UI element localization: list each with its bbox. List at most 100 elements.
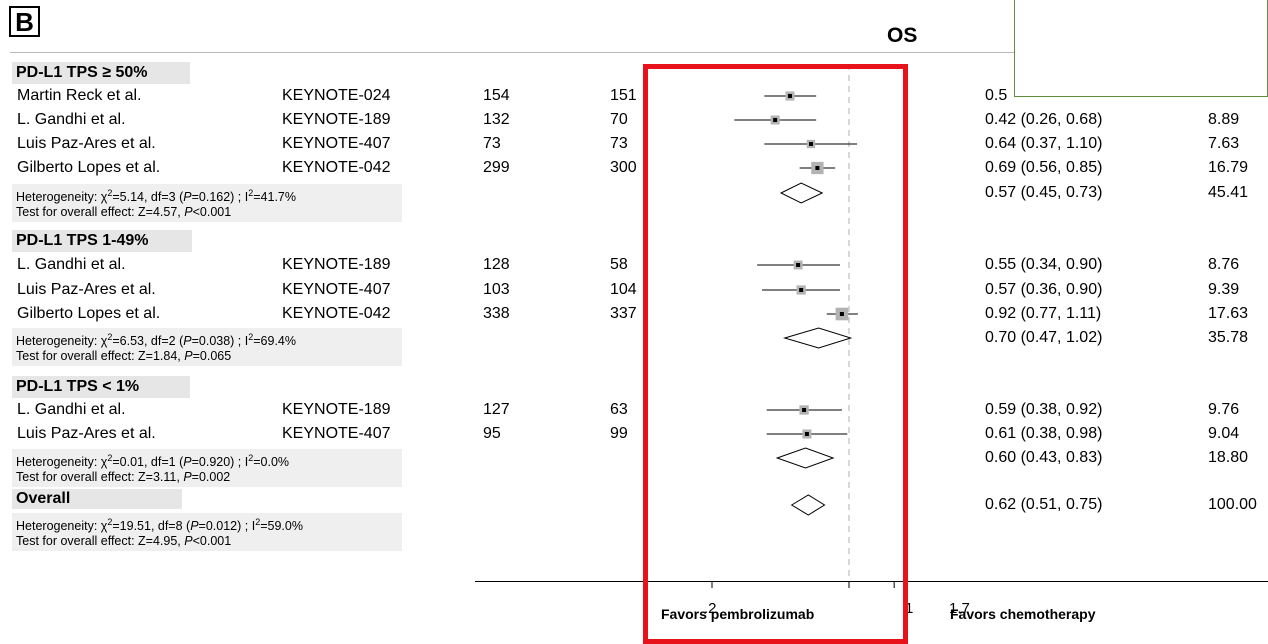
summary-weight: 45.41 — [1208, 184, 1249, 201]
het-text-part: 2 — [107, 453, 113, 463]
study-n-treatment: 132 — [483, 111, 510, 128]
study-author: Gilberto Lopes et al. — [17, 305, 161, 322]
point-estimate — [839, 312, 844, 316]
study-weight: 9.39 — [1208, 281, 1240, 298]
subgroup-header-0: PD-L1 TPS ≥ 50% — [12, 62, 190, 84]
het-text-part: =59.0% — [260, 519, 303, 534]
chart-title: OS — [887, 24, 918, 47]
study-weight: 8.89 — [1208, 111, 1240, 128]
het-text-part: Heterogeneity: χ — [16, 519, 108, 534]
study-hr-ci: 0.57 (0.36, 0.90) — [985, 281, 1103, 298]
point-estimate — [787, 94, 792, 98]
summary-diamond — [779, 182, 824, 204]
study-author: Luis Paz-Ares et al. — [17, 281, 156, 298]
study-n-control: 104 — [610, 281, 637, 298]
het-text-part: 2 — [107, 517, 113, 527]
heterogeneity-block-2: Heterogeneity: χ2=0.01, df=1 (P=0.920) ;… — [12, 449, 402, 488]
study-n-treatment: 95 — [483, 425, 501, 442]
point-estimate — [802, 408, 807, 412]
study-weight: 9.76 — [1208, 401, 1240, 418]
overall-weight: 100.00 — [1208, 496, 1257, 513]
overall-effect-line: Test for overall effect: Z=1.84, P=0.065 — [16, 349, 398, 364]
het-text-part: Heterogeneity: χ — [16, 455, 108, 470]
het-text-part: Test for overall effect: Z=4.95, — [16, 534, 185, 549]
het-text-part: <0.001 — [192, 534, 232, 549]
het-text-part: P — [184, 205, 193, 220]
overall-hr-ci: 0.62 (0.51, 0.75) — [985, 496, 1103, 513]
heterogeneity-block-overall: Heterogeneity: χ2=19.51, df=8 (P=0.012) … — [12, 513, 402, 552]
subgroup-header-2: PD-L1 TPS < 1% — [12, 376, 190, 398]
het-text-part: 2 — [248, 332, 254, 342]
study-author: L. Gandhi et al. — [17, 256, 126, 273]
het-text-part: P — [184, 349, 193, 364]
study-author: Luis Paz-Ares et al. — [17, 425, 156, 442]
heterogeneity-line: Heterogeneity: χ2=6.53, df=2 (P=0.038) ;… — [16, 330, 398, 349]
het-text-part: =0.012) ; I — [198, 519, 256, 534]
het-text-part: 2 — [107, 332, 113, 342]
point-estimate — [804, 432, 809, 436]
point-estimate — [773, 118, 778, 122]
study-n-treatment: 103 — [483, 281, 510, 298]
study-hr-ci: 0.92 (0.77, 1.11) — [985, 305, 1102, 322]
het-text-part: Test for overall effect: Z=3.11, — [16, 470, 184, 485]
study-weight: 17.63 — [1208, 305, 1249, 322]
overall-diamond — [790, 494, 826, 516]
favors-left-label: Favors pembrolizumab — [661, 606, 815, 622]
het-text-part: P — [183, 190, 192, 205]
study-hr-ci: 0.64 (0.37, 1.10) — [985, 135, 1103, 152]
study-n-control: 99 — [610, 425, 628, 442]
het-text-part: Test for overall effect: Z=4.57, — [16, 205, 185, 220]
study-n-treatment: 154 — [483, 87, 510, 104]
study-trial: KEYNOTE-042 — [282, 159, 391, 176]
study-trial: KEYNOTE-407 — [282, 135, 391, 152]
study-hr-ci: 0.42 (0.26, 0.68) — [985, 111, 1103, 128]
highlight-box — [643, 64, 908, 644]
het-text-part: =0.01, df=1 ( — [112, 455, 184, 470]
heterogeneity-line: Heterogeneity: χ2=0.01, df=1 (P=0.920) ;… — [16, 451, 398, 470]
overall-header: Overall — [12, 489, 182, 509]
summary-hr-ci: 0.60 (0.43, 0.83) — [985, 449, 1103, 466]
het-text-part: =0.065 — [192, 349, 232, 364]
het-text-part: P — [184, 534, 193, 549]
study-n-control: 70 — [610, 111, 628, 128]
het-text-part: P — [183, 455, 192, 470]
study-weight: 9.04 — [1208, 425, 1240, 442]
het-text-part: =69.4% — [253, 334, 296, 349]
het-text-part: <0.001 — [192, 205, 232, 220]
study-author: Martin Reck et al. — [17, 87, 142, 104]
study-weight: 7.63 — [1208, 135, 1240, 152]
favors-right-label: Favors chemotherapy — [950, 606, 1096, 622]
summary-hr-ci: 0.57 (0.45, 0.73) — [985, 184, 1103, 201]
het-text-part: =6.53, df=2 ( — [112, 334, 184, 349]
het-text-part: 2 — [255, 517, 261, 527]
study-n-treatment: 128 — [483, 256, 510, 273]
het-text-part: P — [190, 519, 199, 534]
study-n-control: 337 — [610, 305, 637, 322]
study-trial: KEYNOTE-042 — [282, 305, 391, 322]
x-tick-label-2: 1.7 — [949, 600, 970, 617]
study-n-control: 300 — [610, 159, 637, 176]
het-text-part: 2 — [248, 453, 254, 463]
study-trial: KEYNOTE-407 — [282, 425, 391, 442]
point-estimate — [796, 263, 801, 267]
study-n-control: 63 — [610, 401, 628, 418]
het-text-part: 2 — [248, 188, 254, 198]
x-axis-line — [475, 581, 1268, 582]
het-text-part: Heterogeneity: χ — [16, 334, 108, 349]
study-trial: KEYNOTE-189 — [282, 111, 391, 128]
study-n-treatment: 73 — [483, 135, 501, 152]
study-author: L. Gandhi et al. — [17, 401, 126, 418]
summary-diamond — [775, 447, 835, 469]
het-text-part: =0.038) ; I — [191, 334, 249, 349]
study-trial: KEYNOTE-189 — [282, 401, 391, 418]
study-author: L. Gandhi et al. — [17, 111, 126, 128]
overall-effect-line: Test for overall effect: Z=3.11, P=0.002 — [16, 470, 398, 485]
x-tick-label-1: 1 — [905, 600, 914, 617]
het-text-part: =5.14, df=3 ( — [112, 190, 184, 205]
point-estimate — [809, 142, 814, 146]
summary-hr-ci: 0.70 (0.47, 1.02) — [985, 329, 1103, 346]
panel-label: B — [9, 6, 40, 37]
point-estimate — [799, 288, 804, 292]
het-text-part: P — [183, 334, 192, 349]
